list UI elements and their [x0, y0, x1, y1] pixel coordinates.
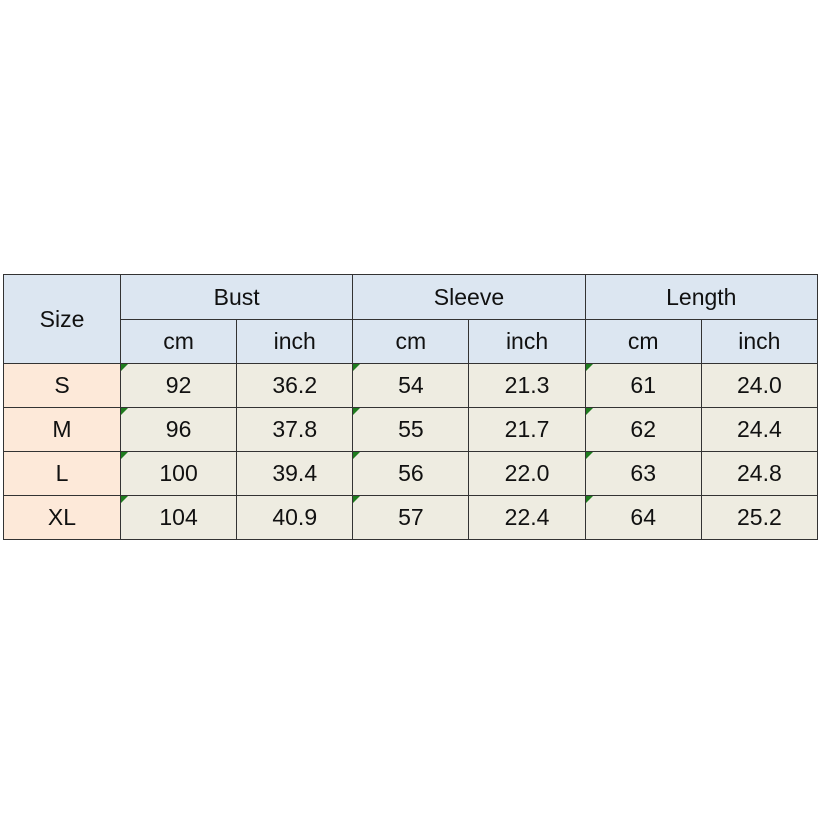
- group-header-sleeve: Sleeve: [352, 274, 586, 320]
- size-chart-table: Size Bust Sleeve Length cm inch cm inch …: [3, 274, 819, 540]
- value-cell: 40.9: [236, 495, 354, 540]
- unit-header: inch: [236, 319, 354, 364]
- value-cell: 96: [119, 407, 238, 452]
- table-row: M 96 37.8 55 21.7 62 24.4: [3, 407, 819, 452]
- value-cell: 24.8: [700, 451, 819, 496]
- value-cell: 22.4: [468, 495, 586, 540]
- header-row-groups: Size Bust Sleeve Length: [3, 274, 819, 364]
- value-cell: 63: [584, 451, 702, 496]
- value-cell: 92: [119, 363, 238, 408]
- value-cell: 39.4: [236, 451, 354, 496]
- value-cell: 57: [352, 495, 470, 540]
- unit-header: inch: [700, 319, 819, 364]
- value-cell: 37.8: [236, 407, 354, 452]
- value-cell: 62: [584, 407, 702, 452]
- table-row: XL 104 40.9 57 22.4 64 25.2: [3, 495, 819, 540]
- size-header: Size: [3, 274, 121, 364]
- value-cell: 36.2: [236, 363, 354, 408]
- value-cell: 64: [584, 495, 702, 540]
- unit-header: cm: [352, 319, 470, 364]
- unit-header: cm: [584, 319, 702, 364]
- unit-header: inch: [468, 319, 586, 364]
- size-cell: M: [3, 407, 121, 452]
- unit-header: cm: [119, 319, 238, 364]
- value-cell: 54: [352, 363, 470, 408]
- value-cell: 100: [119, 451, 238, 496]
- group-header-bust: Bust: [119, 274, 354, 320]
- value-cell: 55: [352, 407, 470, 452]
- header-row-units: cm inch cm inch cm inch: [4, 319, 819, 364]
- value-cell: 56: [352, 451, 470, 496]
- table-row: L 100 39.4 56 22.0 63 24.8: [3, 451, 819, 496]
- size-cell: XL: [3, 495, 121, 540]
- size-cell: S: [3, 363, 121, 408]
- group-header-length: Length: [584, 274, 819, 320]
- value-cell: 25.2: [700, 495, 819, 540]
- value-cell: 61: [584, 363, 702, 408]
- value-cell: 24.4: [700, 407, 819, 452]
- value-cell: 22.0: [468, 451, 586, 496]
- value-cell: 21.3: [468, 363, 586, 408]
- size-cell: L: [3, 451, 121, 496]
- value-cell: 104: [119, 495, 238, 540]
- value-cell: 21.7: [468, 407, 586, 452]
- table-row: S 92 36.2 54 21.3 61 24.0: [3, 363, 819, 408]
- value-cell: 24.0: [700, 363, 819, 408]
